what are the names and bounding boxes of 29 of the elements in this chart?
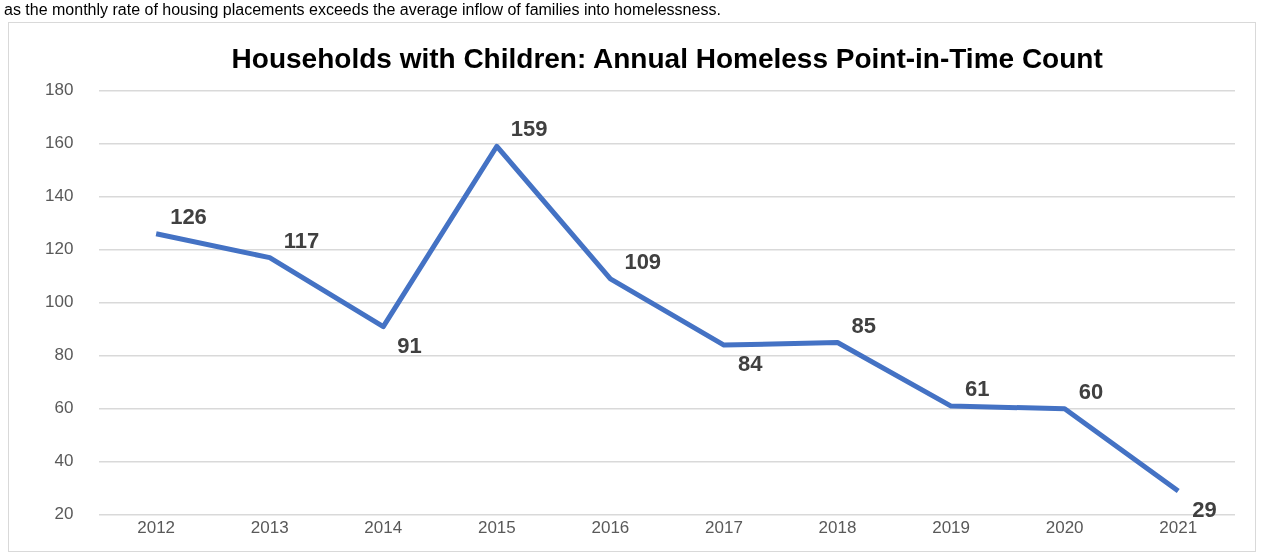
x-tick-label: 2018 (818, 517, 857, 537)
x-tick-label: 2017 (705, 517, 743, 537)
y-tick-label: 140 (44, 186, 74, 206)
data-label: 126 (170, 203, 207, 229)
data-label: 159 (510, 116, 548, 142)
data-label: 60 (1078, 378, 1104, 404)
y-tick-label: 60 (54, 398, 74, 418)
x-tick-label: 2019 (932, 517, 971, 537)
y-tick-label: 80 (54, 345, 74, 365)
data-label: 109 (624, 248, 662, 274)
y-tick-label: 180 (44, 80, 74, 100)
chart-title: Households with Children: Annual Homeless Point-in-Time Count (231, 42, 1103, 74)
x-tick-label: 2012 (137, 517, 176, 537)
x-tick-label: 2015 (477, 517, 516, 537)
x-tick-label: 2020 (1045, 517, 1084, 537)
x-tick-label: 2016 (591, 517, 630, 537)
x-tick-label: 2014 (364, 517, 403, 537)
data-label: 91 (397, 332, 422, 358)
y-tick-label: 120 (44, 239, 74, 259)
data-label: 117 (283, 227, 320, 253)
y-tick-label: 20 (54, 504, 74, 524)
x-tick-label: 2013 (250, 517, 289, 537)
data-label: 85 (851, 312, 877, 338)
y-tick-label: 100 (44, 292, 74, 312)
y-tick-label: 160 (44, 133, 74, 153)
text: as the monthly rate of housing placements exceeds the average inflow of families into homelessness. (3, 0, 722, 20)
data-label: 84 (737, 351, 764, 377)
data-label: 61 (965, 376, 990, 402)
y-tick-label: 40 (54, 451, 74, 471)
